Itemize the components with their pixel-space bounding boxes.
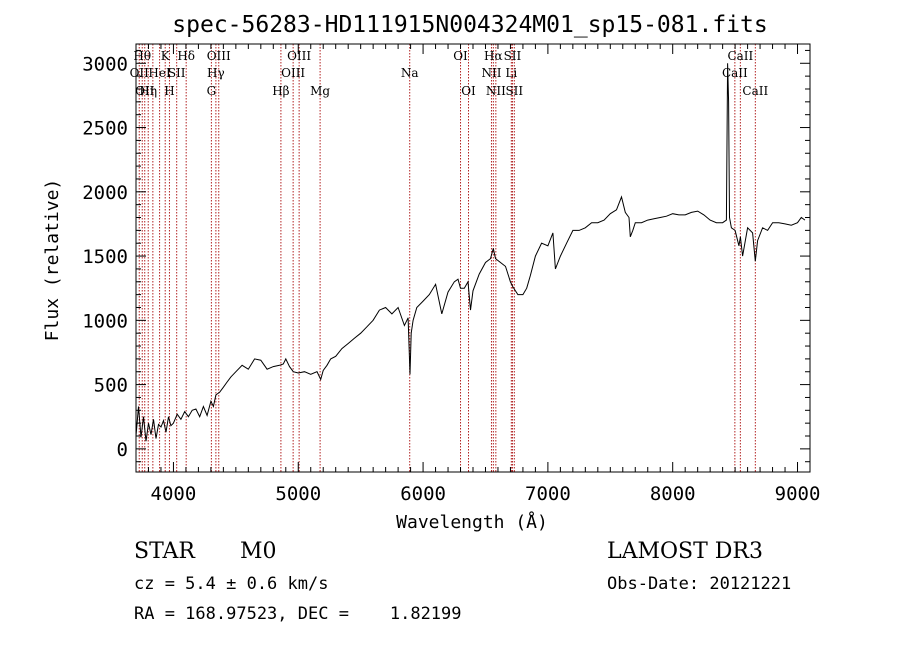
line-label-2: OII	[135, 84, 155, 98]
line-label-10: G	[207, 84, 217, 98]
observation-date: Obs-Date: 20121221	[607, 574, 792, 594]
x-axis-ticks: 4000 5000 6000 7000 8000 9000	[135, 44, 821, 505]
x-axis-label: Wavelength (Å)	[396, 511, 548, 533]
y-tick-label: 500	[94, 375, 128, 397]
x-tick-label: 4000	[151, 483, 197, 505]
coordinates-readout: RA = 168.97523, DEC = 1.82199	[134, 604, 462, 624]
line-label-24: SII	[504, 49, 522, 63]
emission-line-markers	[138, 44, 756, 472]
y-tick-label: 2500	[82, 118, 128, 140]
line-label-1: Hθ	[133, 49, 151, 63]
line-label-8: SII	[168, 66, 186, 80]
line-label-13: Hβ	[272, 84, 289, 98]
line-label-11: Hγ	[207, 66, 225, 80]
plot-frame	[135, 43, 811, 473]
spectrum-line	[135, 63, 806, 442]
chart-title: spec-56283-HD111915N004324M01_sp15-081.f…	[172, 12, 767, 38]
line-label-7: H	[164, 84, 174, 98]
x-tick-label: 8000	[650, 483, 696, 505]
y-tick-label: 0	[117, 439, 128, 461]
x-tick-label: 9000	[775, 483, 821, 505]
y-tick-label: 3000	[82, 53, 128, 75]
y-axis-ticks: 0 500 1000 1500 2000 2500 3000	[82, 49, 810, 463]
line-label-12: OIII	[207, 49, 231, 63]
line-label-25: SII	[505, 84, 523, 98]
line-label-6: K	[161, 49, 171, 63]
line-label-22: NII	[486, 84, 506, 98]
line-label-20: NII	[481, 66, 501, 80]
emission-line-labels: OIIHθOIIHηHeIKHSIIHδGHγOIIIHβOIIIOIIIMgN…	[130, 49, 769, 98]
redshift-readout: cz = 5.4 ± 0.6 km/s	[134, 574, 329, 594]
object-subclass: M0	[240, 539, 277, 564]
line-label-27: CaII	[727, 49, 753, 63]
line-label-0: OII	[130, 66, 150, 80]
line-label-28: CaII	[742, 84, 768, 98]
line-label-26: CaII	[722, 66, 748, 80]
x-tick-label: 5000	[275, 483, 321, 505]
line-label-9: Hδ	[177, 49, 195, 63]
line-label-16: Mg	[310, 84, 330, 98]
line-label-17: Na	[401, 66, 419, 80]
survey-name: LAMOST DR3	[607, 539, 763, 564]
line-label-15: OIII	[287, 49, 311, 63]
line-label-23: Li	[505, 66, 517, 80]
x-tick-label: 7000	[525, 483, 571, 505]
x-tick-label: 6000	[400, 483, 446, 505]
y-tick-label: 2000	[82, 182, 128, 204]
y-axis-label: Flux (relative)	[42, 179, 63, 342]
line-label-21: Hα	[484, 49, 503, 63]
object-class: STAR	[134, 539, 195, 564]
y-tick-label: 1500	[82, 246, 128, 268]
line-label-14: OIII	[281, 66, 305, 80]
y-tick-label: 1000	[82, 310, 128, 332]
line-label-5: HeI	[148, 66, 171, 80]
line-label-3: Hη	[139, 84, 157, 98]
line-label-19: OI	[461, 84, 476, 98]
line-label-18: OI	[453, 49, 468, 63]
